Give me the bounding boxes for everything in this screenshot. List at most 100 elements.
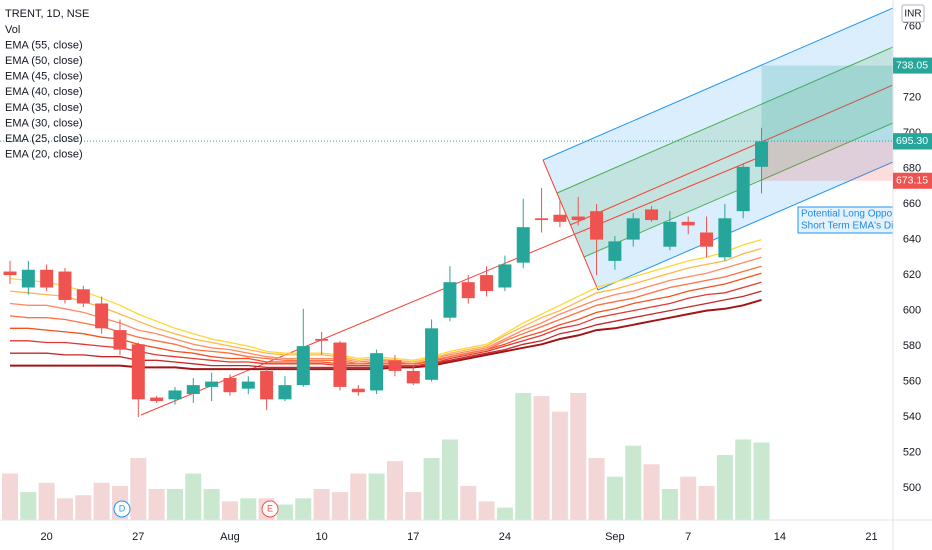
volume-bar <box>551 411 568 520</box>
ema-legend: EMA (45, close) <box>5 71 83 83</box>
channel-handle <box>542 159 599 291</box>
candle-body <box>186 385 200 394</box>
channel-inner-upper <box>556 46 893 194</box>
volume-bar <box>203 489 220 520</box>
ema-line <box>10 272 762 365</box>
candle-body <box>370 353 384 391</box>
volume-bar <box>295 498 312 520</box>
y-tick-label: 680 <box>903 163 921 175</box>
y-tick-label: 620 <box>903 269 921 281</box>
candle-body <box>681 221 695 226</box>
volume-bar <box>570 393 587 520</box>
candle-body <box>131 344 145 400</box>
currency-box: INR <box>901 4 925 23</box>
volume-bar <box>185 473 202 520</box>
candle-body <box>351 388 365 393</box>
price-label: 673.15 <box>896 175 928 187</box>
ema-line <box>9 265 762 365</box>
candle-body <box>736 166 750 212</box>
candle-body <box>425 328 439 380</box>
ema-legend: EMA (35, close) <box>5 102 83 114</box>
volume-bar <box>331 492 348 520</box>
candle-body <box>590 211 604 240</box>
volume-bar <box>130 458 147 520</box>
y-tick-label: 500 <box>903 482 921 494</box>
candle-body <box>700 232 714 247</box>
candle-body <box>40 269 54 288</box>
x-tick-label: 14 <box>774 531 786 543</box>
candle-body <box>571 216 585 221</box>
candle-body <box>535 218 549 221</box>
volume-bar <box>533 396 550 520</box>
x-tick-label: 10 <box>315 531 327 543</box>
ema-legend: EMA (30, close) <box>5 117 83 129</box>
volume-bar <box>753 442 770 520</box>
volume-bar <box>515 393 532 520</box>
annotation-box <box>797 206 893 234</box>
volume-bar <box>423 458 440 520</box>
x-tick-label: Aug <box>220 531 240 543</box>
price-label-box <box>893 57 932 74</box>
volume-bar <box>56 498 73 520</box>
candle-body <box>150 397 164 402</box>
volume-bar <box>2 473 18 520</box>
x-tick-label: 17 <box>407 531 419 543</box>
volume-bar <box>606 476 623 520</box>
volume-bar <box>478 501 495 520</box>
channel-median <box>569 84 893 226</box>
volume-bar <box>588 458 605 520</box>
y-tick-label: 640 <box>903 233 921 245</box>
candle-body <box>333 342 347 387</box>
channel-upper <box>542 7 893 161</box>
volume-bar <box>38 482 55 520</box>
legend: TRENT, 1D, NSE Vol EMA (55, close) EMA (5… <box>5 8 89 161</box>
volume-bar <box>496 507 513 520</box>
volume-bar <box>680 476 697 520</box>
event-marker[interactable] <box>113 500 131 518</box>
candle-body <box>480 275 494 292</box>
candle-body <box>388 360 402 371</box>
currency-label: INR <box>904 9 921 20</box>
candle-body <box>461 282 475 299</box>
annotation-line: Potential Long Opportu <box>801 209 904 220</box>
y-tick-label: 520 <box>903 446 921 458</box>
candle-body <box>553 214 567 222</box>
ema-legend: EMA (20, close) <box>5 149 83 161</box>
y-tick-label: 720 <box>903 92 921 104</box>
candle-body <box>260 370 274 400</box>
x-tick-label: 20 <box>41 531 53 543</box>
candle-body <box>406 370 420 384</box>
volume-bar <box>441 439 458 520</box>
event-label: E <box>267 503 273 513</box>
candle-body <box>21 269 35 288</box>
candle-layer <box>3 127 769 418</box>
candle-body <box>3 271 17 276</box>
price-axis: 5005205405605806006206406606807007207407… <box>893 21 932 494</box>
candle-body <box>498 264 512 288</box>
volume-bar <box>221 501 238 520</box>
candle-body <box>663 221 677 247</box>
position-profit <box>761 65 893 142</box>
ema-legend: EMA (55, close) <box>5 39 83 51</box>
volume-bar <box>276 504 293 520</box>
candle-body <box>315 338 329 341</box>
volume-bar <box>166 489 183 520</box>
event-marker[interactable] <box>261 500 279 518</box>
currency-frame[interactable] <box>901 4 925 23</box>
ema-line <box>9 238 762 361</box>
annotation-line: Short Term EMA's Diverg <box>801 221 913 232</box>
volume-bar <box>716 454 733 520</box>
channel-inner-fill <box>557 47 893 257</box>
volume-bar <box>93 482 110 520</box>
candle-body <box>113 330 127 350</box>
x-tick-label: 7 <box>685 531 691 543</box>
volume-bar <box>148 489 165 520</box>
candle-body <box>608 241 622 261</box>
candle-body <box>718 218 732 258</box>
x-tick-label: 27 <box>132 531 144 543</box>
position-layer <box>0 65 893 181</box>
volume-bar <box>368 473 385 520</box>
candle-body <box>296 346 310 386</box>
candle-body <box>755 141 769 167</box>
